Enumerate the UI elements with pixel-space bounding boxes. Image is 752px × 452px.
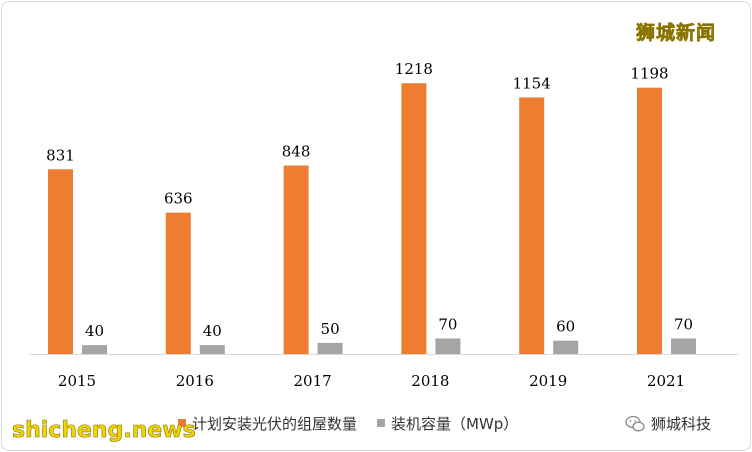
legend-item-orange: 计划安装光伏的组屋数量 xyxy=(178,413,357,434)
data-label-orange-2016: 636 xyxy=(164,190,193,208)
brand-name: 狮城科技 xyxy=(651,415,712,433)
bar-orange-2021 xyxy=(637,87,662,354)
bar-gray-2021 xyxy=(671,338,696,354)
x-tick-label-2016: 2016 xyxy=(176,372,214,390)
wechat-icon xyxy=(625,415,645,431)
bar-orange-2016 xyxy=(165,212,191,354)
x-tick-label-2018: 2018 xyxy=(411,372,449,390)
x-tick-label-2019: 2019 xyxy=(529,372,567,390)
legend-item-gray: 装机容量（MWp） xyxy=(377,413,518,434)
data-label-orange-2018: 1218 xyxy=(395,60,433,78)
data-label-gray-2021: 70 xyxy=(674,315,693,333)
bar-gray-2015 xyxy=(82,345,107,354)
site-watermark: shicheng.news xyxy=(12,418,196,444)
x-tick-label-2017: 2017 xyxy=(294,372,332,390)
chart-legend: 计划安装光伏的组屋数量 装机容量（MWp） xyxy=(178,413,538,433)
brand-badge: 狮城科技 xyxy=(625,413,711,434)
data-label-gray-2018: 70 xyxy=(438,315,457,333)
bar-gray-2016 xyxy=(199,345,225,354)
data-label-orange-2015: 831 xyxy=(46,146,75,164)
legend-label-orange: 计划安装光伏的组屋数量 xyxy=(192,414,358,433)
watermark-text: 狮城新闻 xyxy=(636,22,717,45)
data-label-gray-2019: 60 xyxy=(556,318,575,336)
bar-orange-2015 xyxy=(48,169,73,354)
bar-orange-2018 xyxy=(401,83,427,354)
x-tick-label-2021: 2021 xyxy=(647,372,685,390)
bar-gray-2018 xyxy=(435,338,461,354)
bar-gray-2019 xyxy=(553,340,579,354)
data-label-orange-2021: 1198 xyxy=(630,65,668,83)
legend-label-gray: 装机容量（MWp） xyxy=(391,414,519,433)
data-label-gray-2015: 40 xyxy=(85,322,104,340)
data-label-gray-2016: 40 xyxy=(203,322,222,340)
bar-orange-2017 xyxy=(283,165,309,354)
bar-gray-2017 xyxy=(317,342,343,354)
bar-orange-2019 xyxy=(519,97,545,355)
x-tick-label-2015: 2015 xyxy=(58,372,96,390)
data-label-orange-2019: 1154 xyxy=(513,74,551,92)
data-label-orange-2017: 848 xyxy=(282,142,311,160)
legend-swatch-gray xyxy=(377,419,386,427)
legend-swatch-orange xyxy=(178,419,186,427)
data-label-gray-2017: 50 xyxy=(321,320,340,338)
